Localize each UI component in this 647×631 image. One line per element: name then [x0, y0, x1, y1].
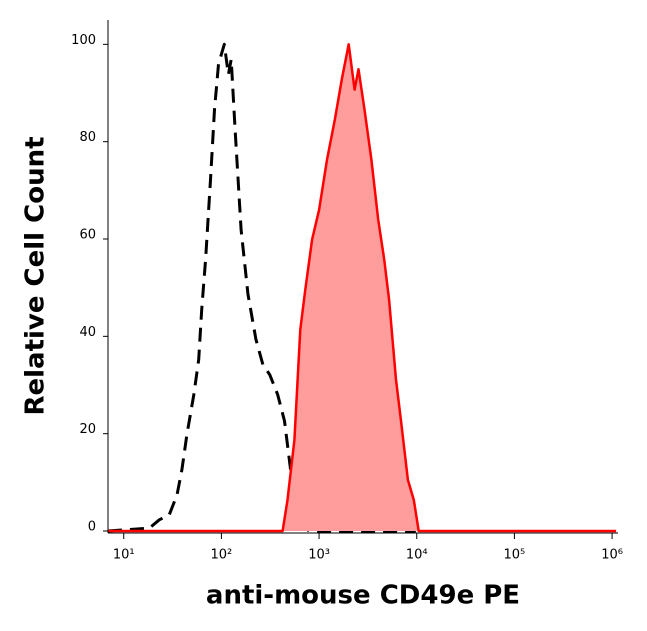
y-tick-label: 20	[79, 422, 96, 437]
y-tick-label: 40	[79, 325, 96, 340]
x-tick-label: 10²	[211, 548, 233, 563]
x-tick-label: 10³	[308, 548, 330, 563]
x-tick-label: 10⁶	[601, 548, 623, 563]
dashed-histogram	[107, 42, 416, 533]
y-tick-label: 0	[88, 520, 96, 535]
y-tick-label: 100	[71, 33, 96, 48]
y-tick-label: 60	[79, 228, 96, 243]
x-axis-title: anti-mouse CD49e PE	[206, 581, 520, 611]
y-axis-title: Relative Cell Count	[21, 136, 51, 415]
x-tick-label: 10¹	[113, 548, 135, 563]
filled-histogram	[108, 43, 617, 533]
x-tick-label: 10⁵	[504, 548, 526, 563]
x-tick-label: 10⁴	[406, 548, 428, 563]
y-tick-label: 80	[79, 130, 96, 145]
